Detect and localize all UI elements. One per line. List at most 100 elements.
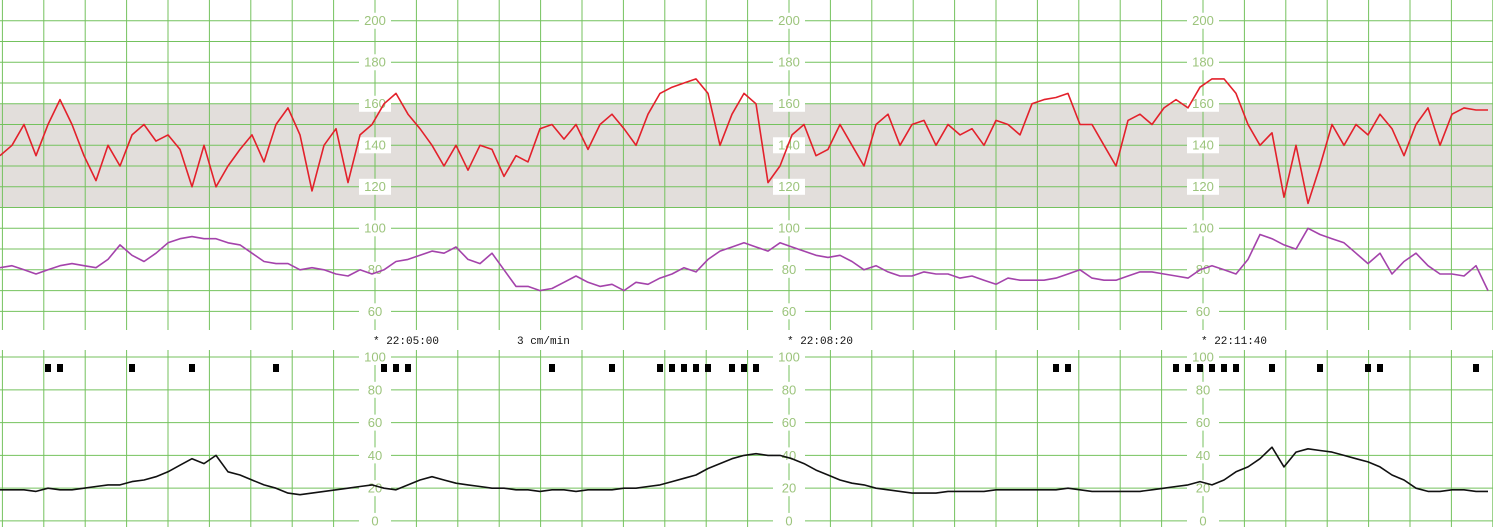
tick-label-bg [773,303,805,320]
tick-label-bg [773,447,805,464]
movement-mark [609,364,615,372]
y-tick-label: 140 [778,138,800,153]
movement-mark [1053,364,1059,372]
movement-mark [393,364,399,372]
tick-label-bg [1187,137,1219,154]
tick-label-bg [1187,220,1219,237]
tick-label-bg [359,220,391,237]
tick-label-bg [1187,54,1219,71]
movement-mark [1209,364,1215,372]
y-tick-label: 180 [778,55,800,70]
y-tick-label: 80 [1196,382,1210,397]
y-tick-label: 200 [364,13,386,28]
tick-label-bg [359,95,391,112]
tick-label-bg [359,178,391,195]
movement-mark [1197,364,1203,372]
movement-mark [381,364,387,372]
y-tick-label: 40 [782,448,796,463]
movement-mark [1221,364,1227,372]
y-tick-label: 40 [368,448,382,463]
movement-mark [657,364,663,372]
tick-label-bg [1187,381,1219,398]
movement-mark [273,364,279,372]
tick-label-bg [359,414,391,431]
tick-label-bg [773,261,805,278]
movement-mark [705,364,711,372]
y-tick-label: 100 [364,221,386,236]
y-tick-label: 80 [1196,262,1210,277]
tick-label-bg [1187,512,1219,527]
movement-mark [681,364,687,372]
time-annotation: * 22:11:40 [1201,336,1267,348]
tick-label-bg [359,381,391,398]
movement-mark [1377,364,1383,372]
tick-label-bg [359,349,391,366]
movement-mark [1365,364,1371,372]
movement-mark [1269,364,1275,372]
tick-label-bg [359,261,391,278]
y-tick-label: 0 [785,513,792,527]
movement-mark [45,364,51,372]
y-tick-label: 60 [1196,415,1210,430]
y-tick-label: 140 [1192,138,1214,153]
y-tick-label: 20 [782,481,796,496]
tick-label-bg [773,381,805,398]
movement-mark [741,364,747,372]
movement-mark [549,364,555,372]
tick-label-bg [773,12,805,29]
series-line [0,446,1488,496]
y-tick-label: 160 [1192,96,1214,111]
time-annotation: 3 cm/min [517,336,570,348]
tick-label-bg [773,480,805,497]
movement-mark [1065,364,1071,372]
tick-label-bg [773,220,805,237]
y-tick-label: 120 [778,179,800,194]
y-tick-label: 160 [778,96,800,111]
tick-label-bg [773,137,805,154]
y-tick-label: 60 [782,304,796,319]
movement-mark [1173,364,1179,372]
tick-label-bg [773,95,805,112]
movement-mark [1317,364,1323,372]
tick-label-bg [1187,447,1219,464]
y-tick-label: 20 [1196,481,1210,496]
movement-mark [669,364,675,372]
y-tick-label: 80 [782,382,796,397]
movement-mark [189,364,195,372]
y-tick-label: 100 [1192,349,1214,364]
y-tick-label: 60 [368,304,382,319]
tick-label-bg [1187,178,1219,195]
tick-label-bg [359,54,391,71]
y-tick-label: 160 [364,96,386,111]
y-tick-label: 100 [364,349,386,364]
movement-mark [405,364,411,372]
tick-label-bg [773,349,805,366]
y-tick-label: 180 [364,55,386,70]
y-tick-label: 0 [371,513,378,527]
y-tick-label: 60 [1196,304,1210,319]
tick-label-bg [773,414,805,431]
y-tick-label: 60 [782,415,796,430]
tick-label-bg [359,12,391,29]
normal-band [0,103,1493,208]
series-line [0,227,1489,292]
y-tick-label: 100 [778,221,800,236]
time-annotation: * 22:05:00 [373,336,439,348]
tick-label-bg [359,480,391,497]
tick-label-bg [1187,95,1219,112]
tick-label-bg [1187,414,1219,431]
y-tick-label: 80 [782,262,796,277]
tick-label-bg [359,137,391,154]
tick-label-bg [773,54,805,71]
series-line [0,78,1488,205]
movement-mark [1185,364,1191,372]
tick-label-bg [359,303,391,320]
y-tick-label: 20 [368,481,382,496]
movement-mark [57,364,63,372]
y-tick-label: 120 [1192,179,1214,194]
y-tick-label: 180 [1192,55,1214,70]
tick-label-bg [1187,349,1219,366]
movement-mark [753,364,759,372]
